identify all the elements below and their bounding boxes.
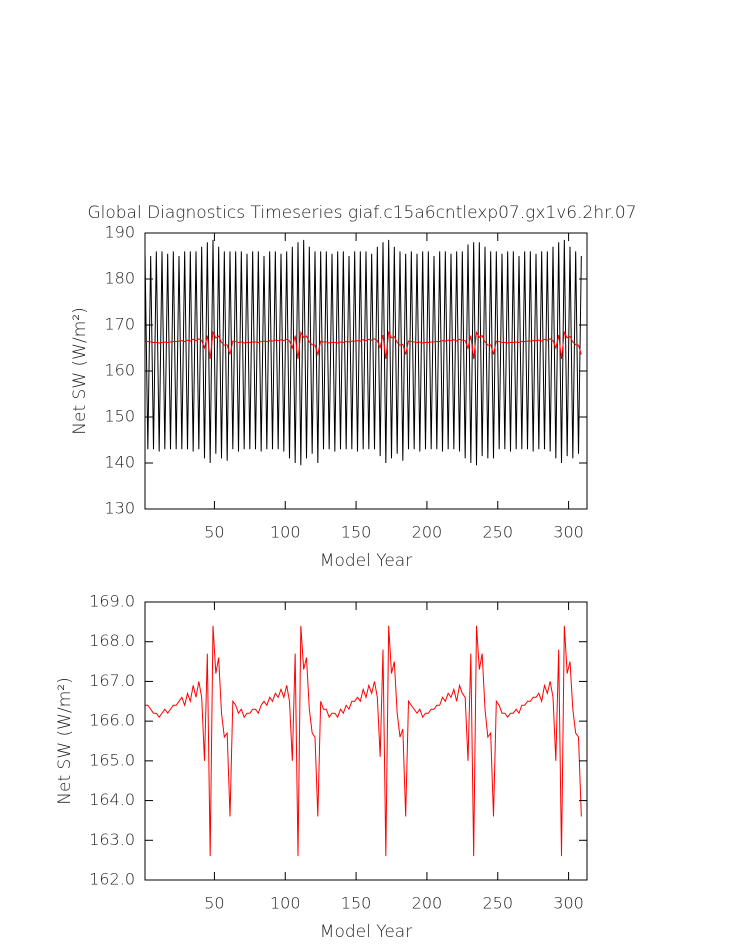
x-tick-label: 250 [482, 523, 513, 542]
x-tick-label: 300 [553, 894, 584, 913]
x-tick-label: 250 [482, 894, 513, 913]
y-tick-label: 130 [104, 499, 135, 518]
y-tick-label: 168.0 [89, 631, 135, 650]
y-tick-label: 167.0 [89, 671, 135, 690]
plot-frame [144, 601, 588, 881]
x-axis-label: Model Year [320, 551, 412, 571]
x-tick-label: 50 [204, 523, 224, 542]
y-tick-label: 165.0 [89, 750, 135, 769]
x-tick-label: 150 [341, 894, 372, 913]
x-tick-label: 200 [412, 894, 443, 913]
y-axis-label: Net SW (W/m²) [55, 677, 75, 804]
x-axis-label: Model Year [320, 922, 412, 942]
x-tick-label: 300 [553, 523, 584, 542]
y-tick-label: 169.0 [89, 592, 135, 611]
chart-title: Global Diagnostics Timeseries giaf.c15a6… [87, 203, 636, 223]
series-line [145, 239, 582, 466]
y-tick-label: 140 [104, 453, 135, 472]
x-tick-label: 100 [270, 894, 301, 913]
x-tick-label: 100 [270, 523, 301, 542]
y-tick-label: 163.0 [89, 830, 135, 849]
series-line [145, 330, 582, 360]
x-tick-label: 150 [341, 523, 372, 542]
series-line [145, 625, 582, 857]
y-tick-label: 170 [104, 315, 135, 334]
x-tick-label: 50 [204, 894, 224, 913]
x-tick-label: 200 [412, 523, 443, 542]
y-tick-label: 164.0 [89, 790, 135, 809]
y-tick-label: 166.0 [89, 711, 135, 730]
y-tick-label: 190 [104, 223, 135, 242]
y-tick-label: 162.0 [89, 870, 135, 889]
y-tick-label: 160 [104, 361, 135, 380]
y-tick-label: 180 [104, 269, 135, 288]
y-axis-label: Net SW (W/m²) [70, 307, 90, 434]
y-tick-label: 150 [104, 407, 135, 426]
